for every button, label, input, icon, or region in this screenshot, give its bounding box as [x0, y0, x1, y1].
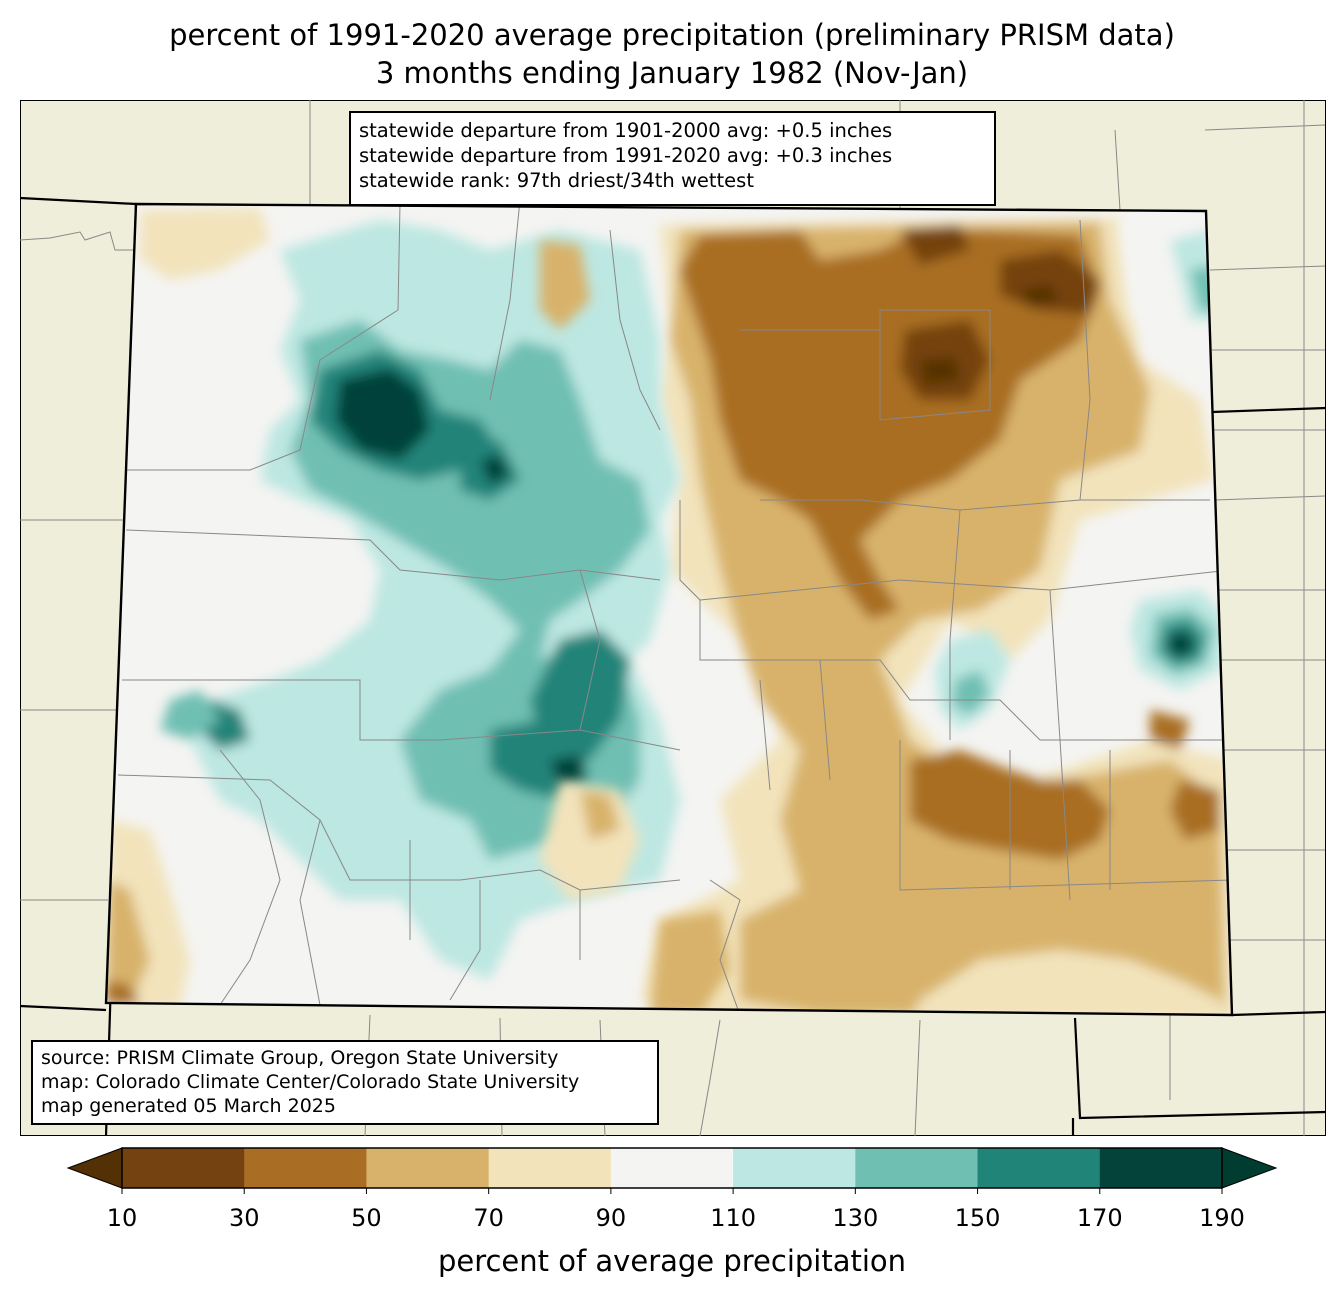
- precipitation-field: [106, 204, 1232, 1015]
- credits-generated: map generated 05 March 2025: [41, 1095, 336, 1117]
- colorbar: [66, 1147, 1278, 1194]
- precipitation-map: [20, 100, 1326, 1136]
- colorbar-tick-label: 10: [106, 1204, 138, 1232]
- colorbar-segment: [488, 1148, 612, 1188]
- colorbar-tick-label: 130: [832, 1204, 879, 1232]
- colorado-border: [104, 202, 1234, 1017]
- colorbar-tick-label: 30: [228, 1204, 260, 1232]
- colorbar-segment: [733, 1148, 856, 1188]
- colorbar-tick-label: 90: [595, 1204, 627, 1232]
- colorbar-tick-label: 170: [1076, 1204, 1123, 1232]
- colorbar-over-arrow: [1221, 1147, 1278, 1189]
- map-title-line-2: 3 months ending January 1982 (Nov-Jan): [375, 56, 969, 90]
- stats-departure-1991-2020: statewide departure from 1991-2020 avg: …: [359, 144, 893, 167]
- statewide-stats-box: statewide departure from 1901-2000 avg: …: [349, 111, 996, 206]
- map-title-line-1: percent of 1991-2020 average precipitati…: [169, 18, 1175, 52]
- stats-departure-1901-2000: statewide departure from 1901-2000 avg: …: [359, 119, 893, 142]
- colorbar-segment: [366, 1148, 490, 1188]
- colorbar-under-arrow: [66, 1147, 123, 1189]
- colorbar-segment: [122, 1148, 245, 1188]
- colorbar-frame: [121, 1147, 1223, 1189]
- colorbar-label: percent of average precipitation: [437, 1244, 907, 1278]
- colorbar-segment: [244, 1148, 367, 1188]
- colorbar-tick-label: 50: [351, 1204, 382, 1232]
- colorbar-segment: [977, 1148, 1101, 1188]
- colorbar-segment: [1099, 1148, 1223, 1188]
- colorbar-tick-label: 70: [473, 1204, 504, 1232]
- credits-map: map: Colorado Climate Center/Colorado St…: [41, 1071, 580, 1093]
- colorbar-tick-label: 110: [710, 1204, 757, 1232]
- colorbar-segment: [610, 1148, 734, 1188]
- colorbar-segment: [855, 1148, 979, 1188]
- stats-rank: statewide rank: 97th driest/34th wettest: [359, 169, 754, 192]
- credits-box: source: PRISM Climate Group, Oregon Stat…: [31, 1040, 659, 1125]
- colorbar-tick-label: 190: [1199, 1204, 1245, 1232]
- colorbar-tick-label: 150: [954, 1204, 1001, 1232]
- credits-source: source: PRISM Climate Group, Oregon Stat…: [41, 1047, 559, 1069]
